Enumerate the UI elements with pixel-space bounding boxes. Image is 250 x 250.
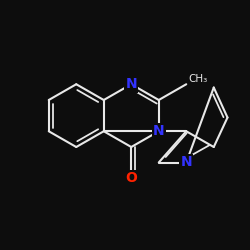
Text: O: O <box>125 171 137 185</box>
Text: N: N <box>180 156 192 170</box>
Text: N: N <box>153 124 164 138</box>
Text: N: N <box>126 77 137 91</box>
Text: CH₃: CH₃ <box>189 74 208 84</box>
